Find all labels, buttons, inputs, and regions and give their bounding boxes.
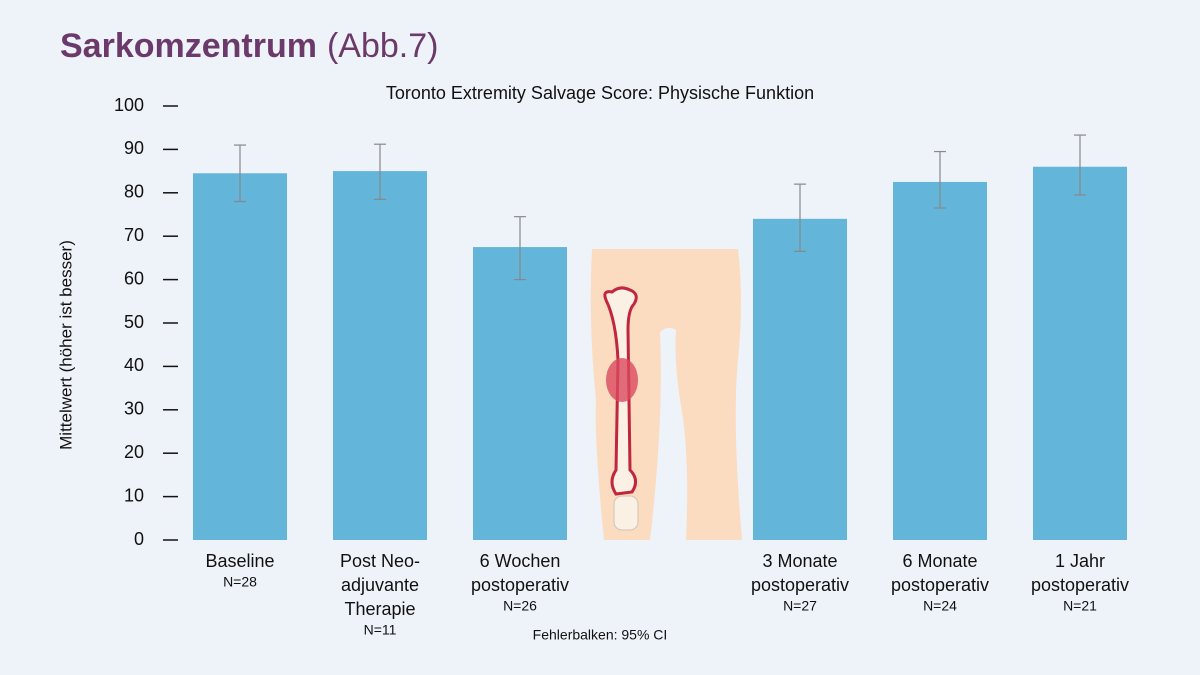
page-title: Sarkomzentrum (Abb.7) [60,27,438,65]
x-tick-label: 6 Monate [902,551,977,571]
x-tick-label: Post Neo- [340,551,420,571]
y-tick-label: 70 [124,225,144,245]
n-label: N=24 [923,598,957,614]
y-tick-label: 50 [124,312,144,332]
x-tick-label: Therapie [344,599,415,619]
y-tick-label: 60 [124,268,144,288]
x-tick-label: 6 Wochen [480,551,561,571]
bar [893,181,987,540]
bar [753,218,847,540]
bar [1033,166,1127,540]
x-tick-label: Baseline [205,551,274,571]
subtitle: (Abb.7) [327,27,439,65]
x-tick-label: postoperativ [1031,575,1129,595]
y-tick-label: 100 [114,95,144,115]
x-tick-label: adjuvante [341,575,419,595]
n-label: N=11 [364,622,397,638]
x-tick-label: postoperativ [751,575,849,595]
y-tick-label: 20 [124,442,144,462]
illustration [590,249,742,540]
n-label: N=21 [1063,598,1097,614]
chart-title: Toronto Extremity Salvage Score: Physisc… [386,83,814,103]
y-tick-label: 10 [124,485,144,505]
x-tick-label: 3 Monate [762,551,837,571]
x-tick-label: postoperativ [891,575,989,595]
y-axis-label: Mittelwert (höher ist besser) [56,240,75,450]
x-tick-label: 1 Jahr [1055,551,1105,571]
n-label: N=28 [223,574,257,590]
y-tick-label: 90 [124,138,144,158]
bar [473,247,567,541]
n-label: N=26 [503,598,537,614]
bar [333,171,427,540]
y-tick-label: 80 [124,182,144,202]
bar [193,173,287,540]
n-label: N=27 [783,598,817,614]
y-tick-label: 30 [124,399,144,419]
y-tick-label: 0 [134,529,144,549]
title: Sarkomzentrum [60,27,317,65]
note: Fehlerbalken: 95% CI [533,627,668,643]
x-tick-label: postoperativ [471,575,569,595]
y-tick-label: 40 [124,355,144,375]
